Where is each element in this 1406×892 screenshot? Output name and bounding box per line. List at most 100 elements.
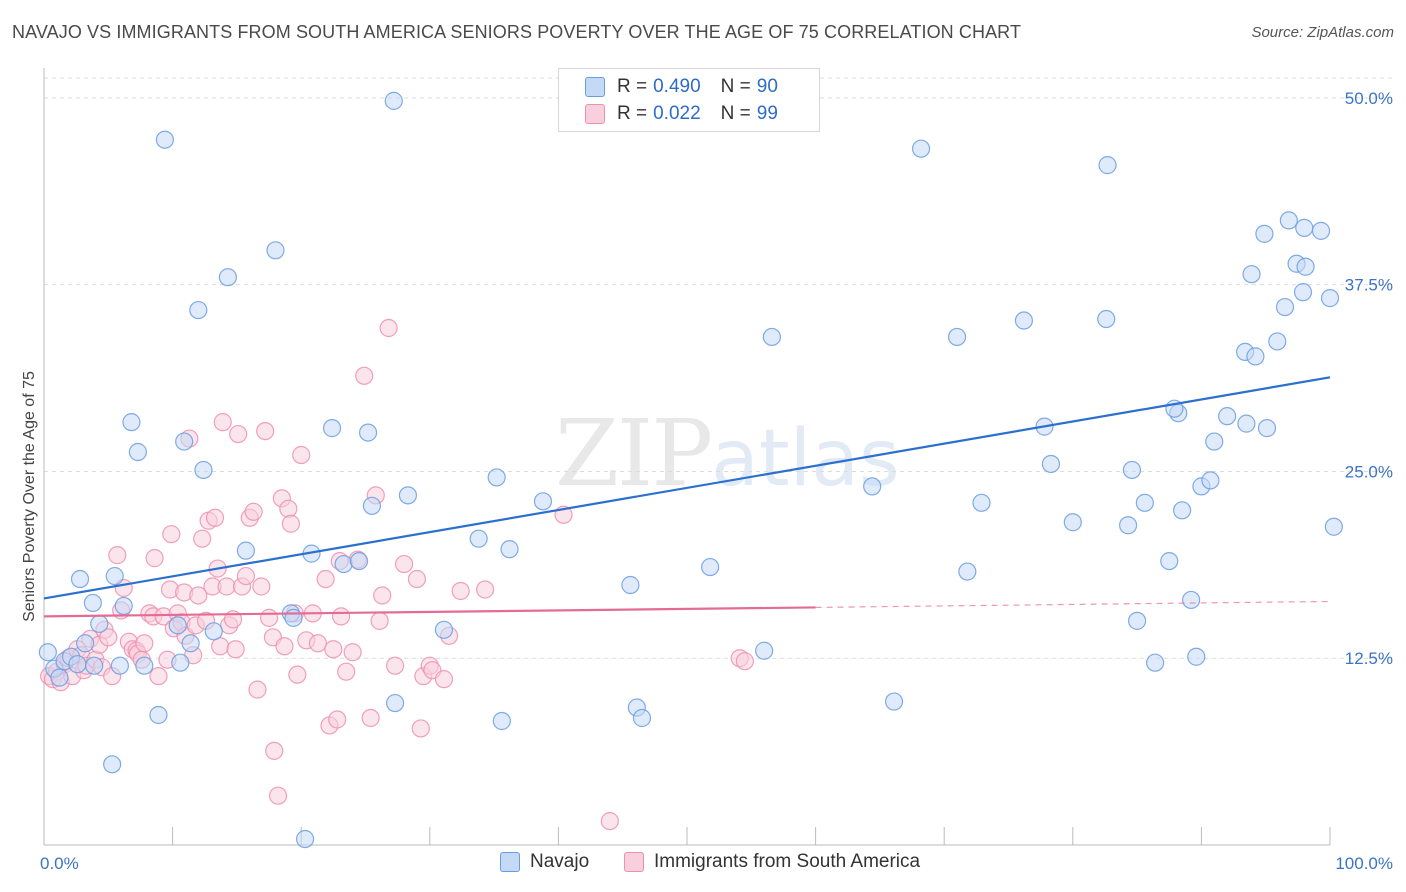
point-navajo-46 [500, 540, 519, 559]
point-navajo-50 [632, 708, 652, 728]
point-navajo-96 [1187, 647, 1206, 666]
point-navajo-11 [103, 755, 122, 774]
point-navajo-56 [911, 139, 931, 158]
point-south-america-94 [394, 554, 414, 574]
legend-label-navajo: Navajo [530, 851, 590, 872]
point-navajo-23 [181, 634, 200, 653]
point-south-america-83 [331, 607, 351, 626]
point-navajo-87 [1295, 218, 1314, 237]
point-south-america-95 [407, 569, 427, 589]
point-navajo-83 [1257, 419, 1277, 438]
point-navajo-14 [110, 656, 129, 675]
point-south-america-81 [328, 710, 347, 729]
point-navajo-5 [68, 655, 87, 674]
point-navajo-0 [38, 643, 57, 662]
x-tick-label-min: 0.0% [40, 854, 79, 873]
point-navajo-24 [189, 300, 208, 320]
point-south-america-73 [288, 665, 307, 684]
point-south-america-52 [217, 577, 236, 596]
point-navajo-45 [492, 711, 511, 731]
point-south-america-78 [316, 569, 335, 589]
point-south-america-69 [275, 637, 294, 656]
legend-r-label: R = [617, 76, 648, 97]
point-navajo-12 [105, 566, 124, 586]
legend-swatch-south-america [585, 104, 605, 124]
series-legend: Navajo Immigrants from South America [0, 851, 1406, 879]
point-navajo-44 [487, 468, 506, 487]
point-navajo-27 [218, 268, 237, 287]
legend-row-navajo: R = 0.490 N = 90 [585, 75, 778, 99]
correlation-legend: R = 0.490 N = 90 R = 0.022 N = 99 [558, 68, 820, 132]
point-navajo-73 [1173, 501, 1192, 520]
point-navajo-47 [533, 492, 553, 511]
point-south-america-70 [279, 499, 298, 518]
point-navajo-89 [1324, 517, 1343, 536]
point-south-america-62 [252, 577, 271, 596]
point-navajo-25 [194, 460, 213, 480]
point-navajo-94 [1242, 265, 1261, 284]
point-south-america-91 [373, 586, 392, 605]
point-south-america-16 [99, 628, 118, 647]
point-navajo-13 [114, 596, 133, 616]
x-tick-label-max: 100.0% [1335, 854, 1393, 873]
point-south-america-77 [308, 634, 328, 653]
point-navajo-20 [168, 616, 187, 635]
point-navajo-39 [384, 91, 403, 110]
point-navajo-62 [1041, 454, 1061, 474]
point-navajo-22 [175, 432, 194, 451]
watermark-zip: ZIP [555, 400, 713, 507]
legend-n-label: N = [720, 76, 751, 97]
point-navajo-52 [755, 641, 774, 660]
watermark: ZIPatlas [555, 400, 900, 507]
y-tick-label-2: 37.5% [1345, 276, 1393, 295]
point-navajo-43 [469, 529, 488, 548]
point-navajo-53 [762, 327, 781, 347]
point-navajo-26 [204, 622, 223, 641]
y-tick-label-0: 12.5% [1345, 649, 1393, 668]
point-navajo-59 [972, 493, 991, 512]
point-navajo-2 [50, 668, 69, 687]
point-navajo-34 [322, 419, 342, 438]
point-navajo-84 [1268, 332, 1287, 351]
point-south-america-29 [145, 549, 164, 568]
point-south-america-18 [108, 546, 127, 565]
point-navajo-92 [1296, 257, 1315, 276]
point-south-america-66 [265, 741, 284, 760]
y-tick-label-1: 25.0% [1345, 462, 1393, 481]
point-navajo-55 [884, 692, 904, 711]
point-navajo-6 [76, 634, 95, 653]
point-navajo-69 [1135, 493, 1154, 512]
point-south-america-107 [735, 652, 754, 671]
legend-swatch-south-america [624, 852, 644, 872]
point-navajo-77 [1205, 432, 1224, 451]
point-navajo-54 [863, 477, 882, 496]
point-navajo-40 [385, 693, 405, 713]
legend-n-label: N = [720, 103, 751, 124]
axis-labels: 12.5% 25.0% 37.5% 50.0% 0.0% 100.0% Seniors Po… [21, 89, 1393, 873]
point-navajo-28 [236, 541, 256, 560]
point-south-america-43 [189, 586, 208, 605]
point-south-america-56 [229, 424, 248, 444]
point-navajo-16 [128, 442, 147, 462]
point-south-america-105 [600, 811, 619, 831]
point-navajo-64 [1097, 309, 1116, 329]
point-south-america-58 [236, 566, 256, 586]
point-navajo-76 [1201, 471, 1220, 490]
point-navajo-8 [85, 656, 104, 675]
trend-line-navajo [43, 376, 1331, 600]
point-navajo-67 [1122, 460, 1142, 480]
point-navajo-57 [947, 327, 967, 347]
point-south-america-30 [149, 667, 168, 686]
point-navajo-93 [1311, 221, 1331, 240]
point-navajo-29 [266, 241, 285, 260]
point-navajo-17 [135, 656, 154, 675]
point-navajo-74 [1182, 590, 1201, 610]
legend-r-label: R = [617, 103, 648, 124]
source-credit: Source: ZipAtlas.com [1251, 24, 1394, 41]
point-navajo-21 [171, 653, 190, 672]
point-navajo-70 [1146, 653, 1165, 672]
point-navajo-58 [958, 562, 977, 581]
y-tick-label-3: 50.0% [1345, 89, 1393, 108]
point-navajo-66 [1118, 516, 1138, 535]
point-south-america-102 [451, 581, 470, 601]
